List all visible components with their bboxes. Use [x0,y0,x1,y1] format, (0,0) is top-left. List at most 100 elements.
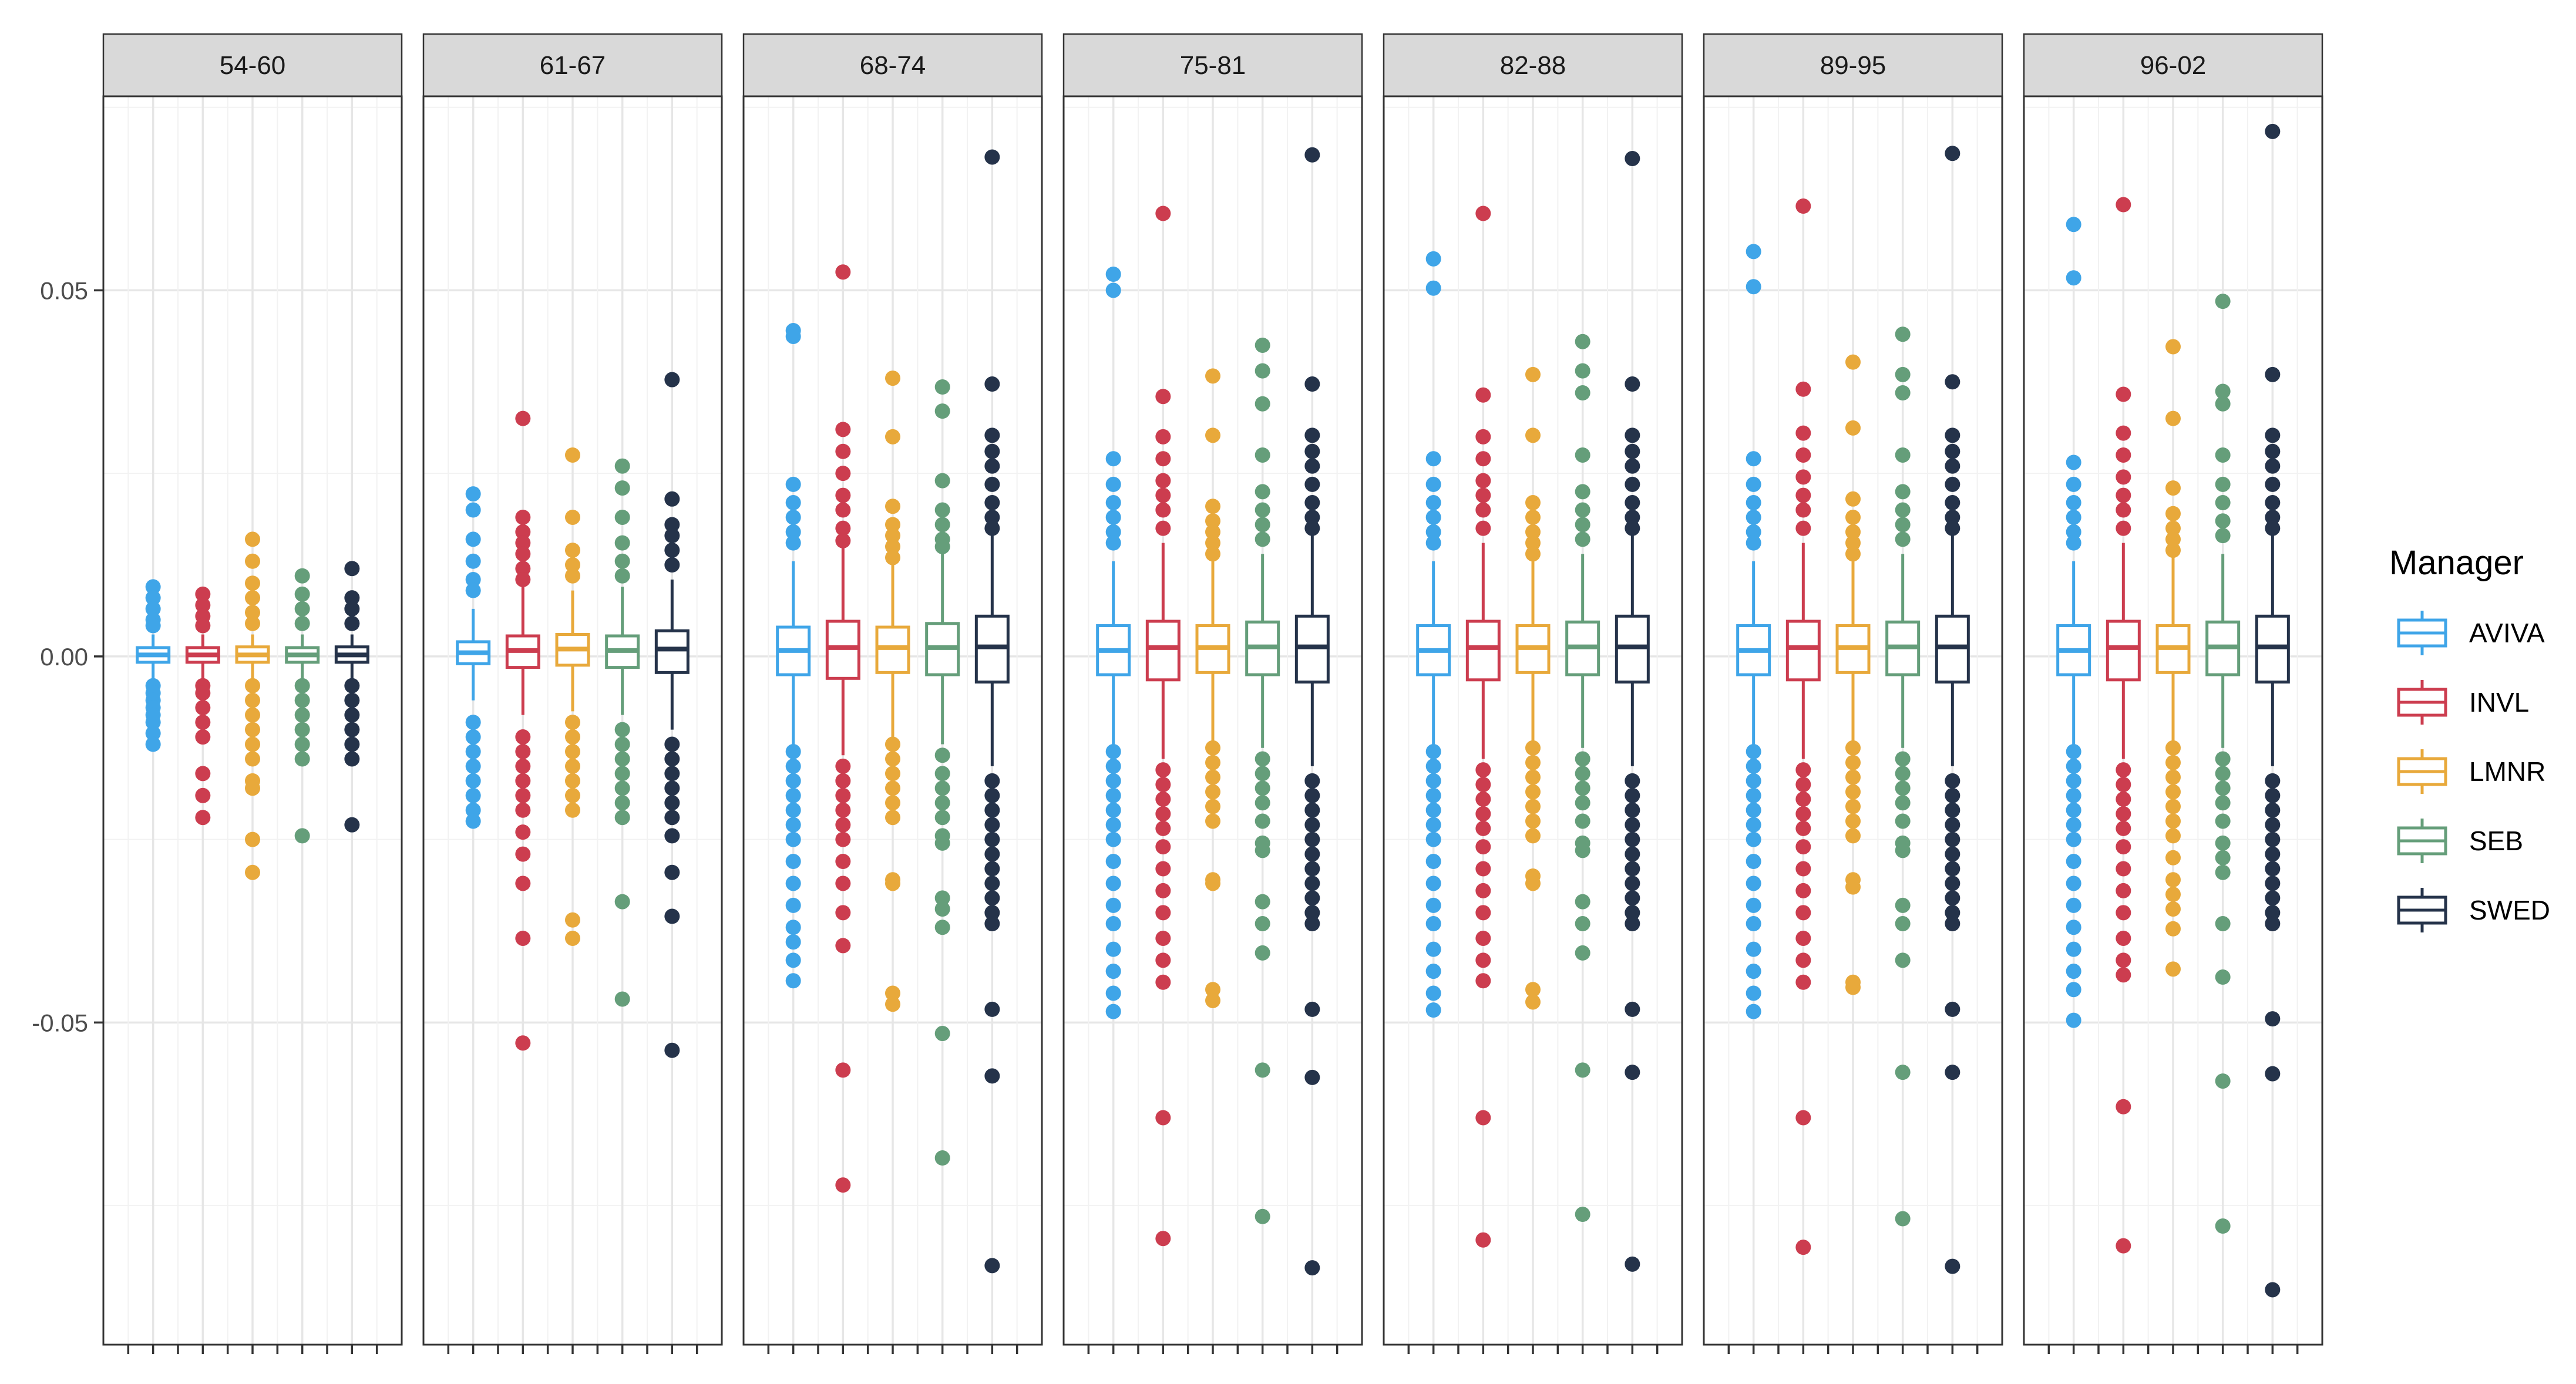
facet-panel-89-95: 89-95 [1703,33,2003,1354]
outlier-point [1304,773,1320,789]
outlier-point [835,787,851,803]
outlier-point [2066,802,2081,818]
outlier-point [1575,945,1590,961]
outlier-point [1945,1001,1960,1017]
outlier-point [785,495,801,511]
outlier-point [1255,363,1270,379]
outlier-point [664,864,680,880]
outlier-point [1945,905,1960,921]
outlier-point [1895,843,1911,858]
outlier-point [1255,502,1270,518]
outlier-point [1155,930,1171,946]
outlier-point [2066,743,2081,759]
outlier-point [984,476,1000,492]
outlier-point [1425,817,1441,833]
outlier-point [1475,952,1491,968]
outlier-point [1475,777,1491,793]
outlier-point [934,1150,950,1166]
outlier-point [1575,517,1590,533]
outlier-point [1205,813,1220,829]
outlier-point [614,736,630,752]
outlier-point [1746,509,1761,525]
outlier-point [2165,921,2181,937]
outlier-point [1425,758,1441,774]
outlier-point [1795,820,1811,836]
outlier-point [614,991,630,1007]
outlier-point [2265,875,2281,891]
outlier-point [1525,509,1541,525]
outlier-point [145,618,161,634]
outlier-point [1475,473,1491,489]
outlier-point [664,908,680,924]
outlier-point [885,429,900,445]
y-tick-label: 0.00 [40,643,88,671]
outlier-point [1746,875,1761,891]
outlier-point [984,509,1000,525]
outlier-point [1625,802,1640,818]
outlier-point [1205,755,1220,770]
outlier-point [1945,875,1960,891]
outlier-point [2066,982,2081,998]
outlier-point [1255,337,1270,353]
outlier-point [2165,543,2181,558]
outlier-point [1255,795,1270,811]
outlier-point [1746,802,1761,818]
outlier-point [515,787,531,803]
outlier-point [1255,531,1270,547]
outlier-point [785,973,801,989]
outlier-point [1304,905,1320,921]
outlier-point [785,831,801,847]
outlier-point [1105,941,1121,957]
outlier-point [1425,743,1441,759]
facet-strip-label: 61-67 [540,51,606,80]
outlier-point [515,561,531,577]
outlier-point [1795,502,1811,518]
outlier-point [835,422,851,437]
outlier-point [2066,773,2081,789]
outlier-point [195,597,211,613]
outlier-point [1525,994,1541,1010]
outlier-point [1304,802,1320,818]
outlier-point [1795,1110,1811,1126]
outlier-point [2215,513,2231,529]
outlier-point [195,715,211,730]
outlier-point [984,520,1000,536]
outlier-point [1945,890,1960,906]
outlier-point [1895,751,1911,767]
outlier-point [885,528,900,544]
outlier-point [2116,386,2131,402]
outlier-point [1205,499,1220,514]
outlier-point [1525,755,1541,770]
outlier-point [1205,535,1220,551]
outlier-point [1105,535,1121,551]
outlier-point [1575,484,1590,500]
outlier-point [1625,905,1640,921]
outlier-point [1205,513,1220,529]
outlier-point [1895,766,1911,782]
outlier-point [2066,217,2081,233]
outlier-point [2116,502,2131,518]
outlier-point [2165,506,2181,521]
outlier-point [2215,751,2231,767]
outlier-point [1945,916,1960,932]
outlier-point [1255,396,1270,412]
outlier-point [145,736,161,752]
outlier-point [245,751,260,767]
outlier-point [2265,509,2281,525]
outlier-point [2265,817,2281,833]
facet-strip-label: 82-88 [1500,51,1566,80]
outlier-point [1575,334,1590,349]
outlier-point [835,487,851,503]
outlier-point [1425,854,1441,870]
outlier-point [1105,476,1121,492]
facet-strip-label: 75-81 [1180,51,1246,80]
outlier-point [2165,755,2181,770]
legend-item-AVIVA: AVIVA [2397,611,2545,655]
outlier-point [1475,806,1491,821]
outlier-point [1155,861,1171,877]
legend-item-INVL: INVL [2397,680,2529,725]
outlier-point [835,533,851,548]
outlier-point [835,905,851,921]
outlier-point [1155,792,1171,807]
box-SEB [2205,294,2241,1234]
